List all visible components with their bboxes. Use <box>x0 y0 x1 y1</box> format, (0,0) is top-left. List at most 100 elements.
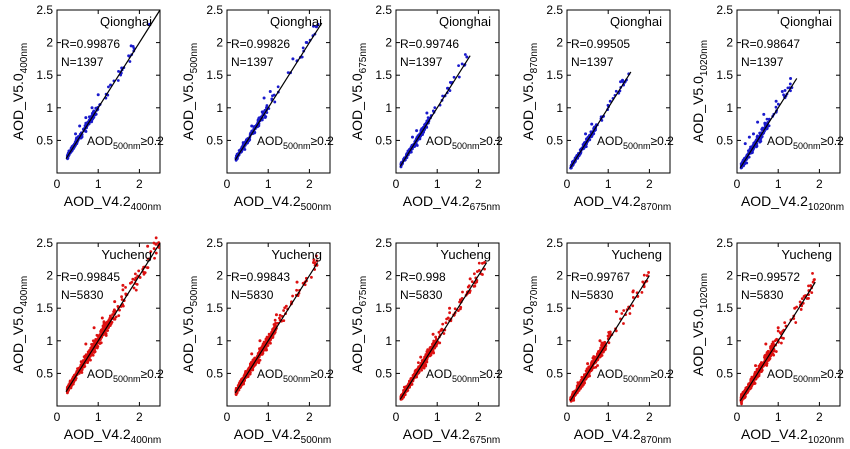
n-value: N=5830 <box>61 288 104 302</box>
x-axis-label-sub: 500nm <box>301 435 332 446</box>
data-point <box>599 346 603 350</box>
data-point <box>764 353 767 357</box>
data-point <box>250 352 254 356</box>
x-tick-label: 0 <box>393 177 400 191</box>
data-point <box>268 90 272 93</box>
data-point <box>446 316 450 320</box>
y-axis-label-main: AOD_V5.0 <box>349 73 365 140</box>
data-point <box>794 321 798 324</box>
n-value: N=5830 <box>231 288 274 302</box>
data-point <box>751 132 755 136</box>
data-point <box>441 94 445 98</box>
data-point <box>642 273 646 277</box>
filter-subscript: 500nm <box>623 374 651 384</box>
data-point <box>278 316 281 320</box>
data-point <box>124 286 127 289</box>
data-point <box>84 353 88 357</box>
x-tick-label: 1 <box>775 177 782 191</box>
site-label: Qionghai <box>100 14 152 29</box>
filter-subscript: 500nm <box>452 141 480 151</box>
data-point <box>112 317 116 321</box>
data-point <box>585 137 589 141</box>
data-point <box>274 324 277 328</box>
data-point <box>756 120 760 124</box>
data-point <box>146 266 150 270</box>
data-point <box>762 112 766 116</box>
scatter-panel-1: 0 1 2 0.5 1 1.5 2 2.5 Qionghai R=0.99876 N=1397 AOD… <box>10 3 164 213</box>
x-axis-label: AOD_V4.2500nm <box>234 426 332 446</box>
data-point <box>99 330 103 334</box>
data-point <box>460 62 464 66</box>
x-axis-label: AOD_V4.2400nm <box>64 426 162 446</box>
data-point <box>109 83 113 87</box>
filter-prefix: AOD <box>426 367 452 381</box>
data-point <box>470 280 474 284</box>
x-axis-label-main: AOD_V4.2 <box>234 193 301 209</box>
y-tick-label: 1.5 <box>716 68 733 82</box>
data-point <box>593 355 597 359</box>
data-point <box>448 311 452 315</box>
y-tick-label: 1.5 <box>36 68 53 82</box>
data-point <box>274 321 278 325</box>
data-point <box>262 96 266 100</box>
filter-suffix: ≥0.2 <box>311 134 335 148</box>
filter-annotation: AOD500nm≥0.2 <box>257 367 334 384</box>
y-axis-label-main: AOD_V5.0 <box>180 73 196 140</box>
plot-frame <box>566 242 671 407</box>
r-value: R=0.998 <box>400 270 446 284</box>
scatter-panel-10: 0 1 2 0.5 1 1.5 2 2.5 Yucheng R=0.99572 N=5830 AOD5… <box>690 236 844 446</box>
data-point <box>149 250 153 254</box>
x-tick-label: 2 <box>306 177 313 191</box>
site-label: Qionghai <box>270 14 322 29</box>
data-point <box>758 140 762 144</box>
data-point <box>121 288 125 292</box>
data-point <box>113 300 117 304</box>
scatter-panel-5: 0 1 2 0.5 1 1.5 2 2.5 Qionghai R=0.98647 N=1397 AOD… <box>690 3 844 213</box>
y-tick-label: 0.5 <box>206 366 223 380</box>
x-tick-label: 0 <box>564 410 571 424</box>
data-point <box>757 373 760 377</box>
filter-suffix: ≥0.2 <box>651 134 675 148</box>
data-point <box>783 321 787 325</box>
y-tick-label: 2.5 <box>375 236 392 250</box>
y-tick-label: 0.5 <box>375 133 392 147</box>
y-tick-label: 1.5 <box>206 68 223 82</box>
filter-prefix: AOD <box>767 134 793 148</box>
data-point <box>753 372 757 376</box>
filter-annotation: AOD500nm≥0.2 <box>426 367 503 384</box>
scatter-panel-9: 0 1 2 0.5 1 1.5 2 2.5 Yucheng R=0.99767 N=5830 AOD5… <box>520 236 674 446</box>
y-tick-label: 2.5 <box>206 236 223 250</box>
data-point <box>446 86 449 90</box>
data-point <box>102 320 106 324</box>
filter-annotation: AOD500nm≥0.2 <box>767 367 844 384</box>
data-point <box>133 272 137 276</box>
y-tick-label: 2 <box>385 269 392 283</box>
data-point <box>419 355 423 359</box>
filter-prefix: AOD <box>87 367 113 381</box>
n-value: N=5830 <box>571 288 614 302</box>
y-axis-label: AOD_V5.0400nm <box>10 43 30 141</box>
data-point <box>138 276 142 279</box>
data-point <box>771 340 775 344</box>
plot-frame <box>736 9 841 174</box>
y-tick-label: 2.5 <box>206 3 223 17</box>
filter-suffix: ≥0.2 <box>480 367 504 381</box>
data-point <box>783 89 787 92</box>
fit-line <box>399 262 488 400</box>
x-tick-label: 1 <box>775 410 782 424</box>
data-point <box>598 339 602 343</box>
x-axis-label-main: AOD_V4.2 <box>403 193 470 209</box>
x-axis-label-main: AOD_V4.2 <box>234 426 301 442</box>
data-point <box>607 341 611 345</box>
site-label: Yucheng <box>101 247 152 262</box>
data-point <box>425 111 429 115</box>
data-point <box>754 364 758 368</box>
data-point <box>631 290 635 294</box>
y-axis-label: AOD_V5.01020nm <box>690 273 710 376</box>
y-tick-label: 1.5 <box>546 68 563 82</box>
n-value: N=1397 <box>231 55 274 69</box>
fit-line <box>234 22 323 161</box>
x-axis-label: AOD_V4.2675nm <box>403 426 501 446</box>
filter-prefix: AOD <box>767 367 793 381</box>
